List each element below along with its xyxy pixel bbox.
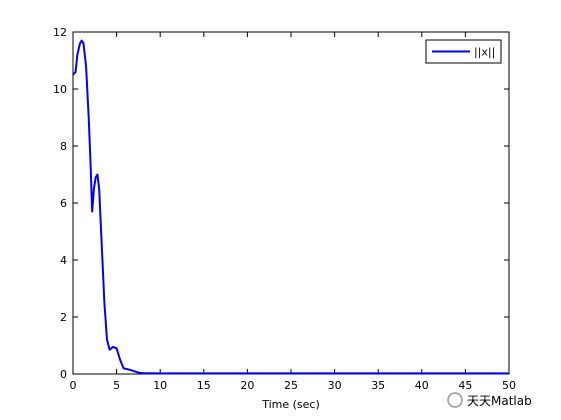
x-axis-label: Time (sec) — [261, 398, 320, 411]
watermark-text: 天天Matlab — [467, 394, 532, 408]
axes-box — [72, 31, 510, 375]
y-tick-label: 12 — [53, 26, 67, 39]
watermark-icon — [447, 392, 463, 408]
y-tick-label: 8 — [60, 140, 67, 153]
legend: ||x|| — [425, 39, 502, 64]
x-tick-label: 25 — [284, 379, 298, 392]
x-tick-label: 5 — [113, 379, 120, 392]
x-tick-label: 35 — [371, 379, 385, 392]
legend-label: ||x|| — [474, 46, 495, 59]
x-tick-label: 30 — [328, 379, 342, 392]
y-tick-label: 4 — [60, 254, 67, 267]
y-tick-label: 0 — [60, 368, 67, 381]
y-tick-label: 10 — [53, 83, 67, 96]
x-tick-label: 45 — [458, 379, 472, 392]
x-tick-label: 40 — [415, 379, 429, 392]
x-tick-label: 50 — [502, 379, 516, 392]
x-tick-label: 15 — [197, 379, 211, 392]
watermark: 天天Matlab — [447, 392, 532, 408]
x-tick-label: 20 — [240, 379, 254, 392]
y-tick-label: 6 — [60, 197, 67, 210]
data-line — [72, 39, 509, 375]
y-tick-label: 2 — [60, 311, 67, 324]
x-tick-label: 0 — [70, 379, 77, 392]
x-tick-label: 10 — [153, 379, 167, 392]
